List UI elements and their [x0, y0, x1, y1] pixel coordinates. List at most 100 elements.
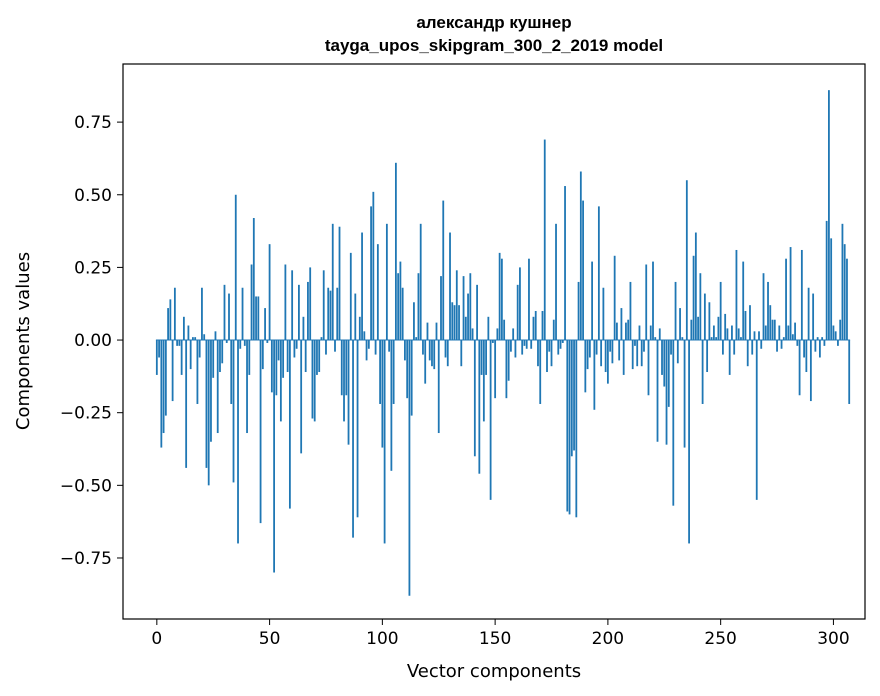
bar — [510, 340, 512, 352]
bar — [645, 264, 648, 341]
bar — [340, 340, 343, 396]
bar — [832, 325, 835, 341]
bar — [627, 319, 630, 341]
bar — [318, 340, 321, 373]
bar — [771, 319, 774, 341]
bar — [846, 258, 848, 341]
bar — [399, 261, 402, 341]
bar — [273, 340, 275, 573]
bar — [446, 340, 449, 367]
bar — [791, 334, 794, 341]
bar — [577, 281, 580, 341]
bar — [415, 337, 418, 341]
bar — [356, 340, 359, 518]
bar — [207, 340, 210, 486]
bar — [394, 162, 397, 341]
bar — [288, 340, 291, 509]
bar — [464, 316, 467, 341]
bar — [625, 322, 627, 341]
bar — [462, 276, 465, 341]
bar — [491, 340, 494, 343]
bar — [719, 281, 722, 341]
bar — [212, 340, 215, 378]
bar — [800, 249, 803, 341]
bar — [343, 340, 345, 422]
chart-subtitle: tayga_upos_skipgram_300_2_2019 model — [325, 36, 663, 55]
bar — [647, 340, 650, 396]
bar — [282, 340, 285, 378]
bar — [816, 337, 819, 341]
bar — [264, 308, 266, 341]
bar — [597, 206, 600, 341]
bar — [180, 340, 183, 375]
bar — [532, 316, 535, 341]
bar — [284, 264, 287, 341]
bar — [500, 258, 503, 341]
bar — [449, 232, 451, 341]
bar — [455, 270, 458, 341]
bar — [690, 319, 693, 341]
bar — [539, 340, 542, 404]
y-tick-label: −0.75 — [60, 549, 112, 569]
bar — [298, 284, 300, 341]
bar — [225, 340, 228, 343]
y-tick-label: 0.25 — [74, 258, 112, 278]
bar — [331, 223, 334, 341]
bar — [286, 340, 289, 373]
y-tick-label: 0.75 — [74, 113, 112, 133]
bar — [609, 340, 612, 352]
bar — [363, 331, 366, 341]
bar — [404, 340, 406, 361]
bar — [451, 302, 454, 341]
bar — [812, 293, 815, 341]
bar — [259, 340, 262, 524]
bar — [410, 340, 413, 416]
bar — [559, 340, 562, 349]
bar — [758, 331, 760, 341]
bar — [214, 331, 217, 341]
bar — [724, 313, 727, 341]
bar — [593, 340, 596, 410]
bar — [255, 296, 257, 341]
bar — [338, 226, 341, 341]
bar — [733, 340, 736, 355]
bar — [358, 316, 361, 341]
bar — [848, 340, 851, 404]
bar — [178, 340, 181, 346]
bar — [663, 340, 666, 387]
bar — [374, 340, 377, 355]
bar — [187, 325, 190, 341]
bar — [302, 316, 305, 341]
bar — [629, 281, 632, 341]
bar — [252, 218, 255, 341]
bar — [523, 340, 526, 346]
bar — [636, 340, 639, 367]
bar — [192, 337, 194, 341]
bar — [715, 337, 718, 341]
bar — [482, 340, 485, 422]
bar — [807, 287, 810, 341]
x-axis-label: Vector components — [407, 661, 581, 682]
bar — [643, 340, 645, 352]
bar — [270, 340, 273, 393]
bar — [248, 340, 251, 375]
bar — [821, 337, 824, 341]
bar — [189, 340, 192, 370]
bar — [834, 331, 837, 341]
bar — [210, 340, 212, 442]
x-axis-ticks: 0 50 100 150 200 250 300 — [151, 619, 850, 649]
bar — [525, 340, 528, 349]
bar — [194, 337, 197, 341]
bar — [171, 340, 174, 402]
bar — [230, 340, 233, 404]
bar — [390, 340, 393, 471]
bar — [275, 340, 278, 396]
bar — [347, 340, 350, 445]
bar — [336, 287, 339, 341]
bar — [584, 340, 587, 393]
bar — [656, 340, 659, 442]
bar — [496, 328, 499, 341]
bar — [352, 340, 354, 538]
bar — [794, 322, 796, 341]
bar — [579, 171, 582, 341]
